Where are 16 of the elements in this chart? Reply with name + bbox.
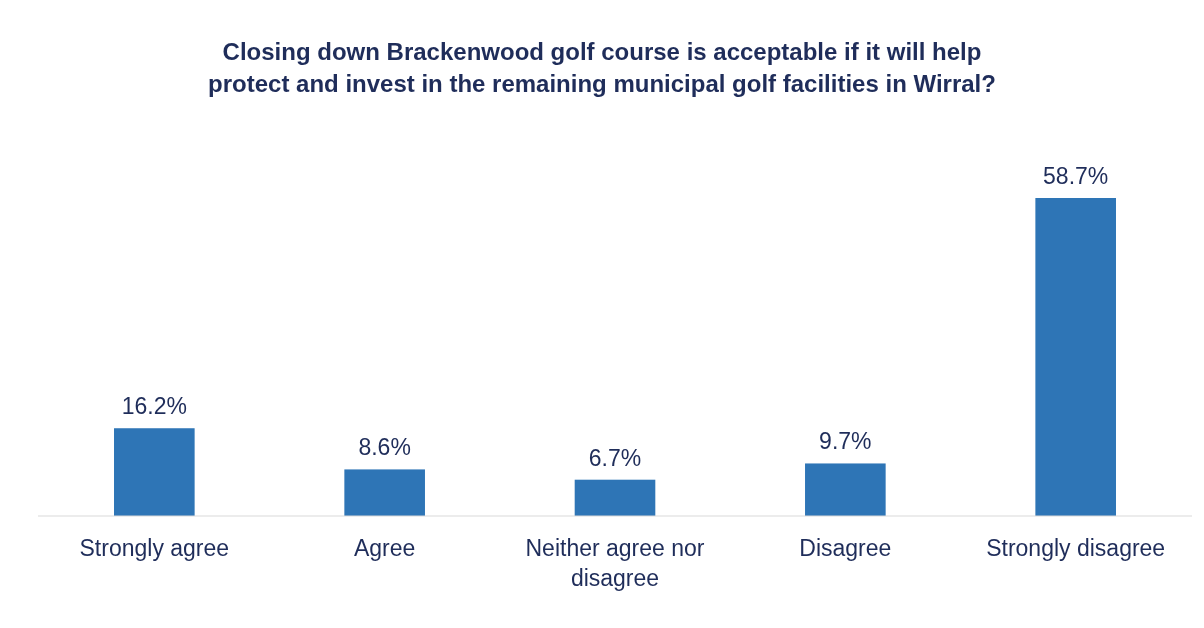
data-label: 9.7% — [819, 428, 872, 455]
data-label: 6.7% — [588, 444, 642, 471]
data-label: 58.7% — [1043, 163, 1109, 189]
bar — [574, 479, 656, 516]
x-tick-label: Disagree — [799, 535, 892, 561]
x-tick-label: Agree — [353, 535, 416, 561]
bar — [114, 428, 195, 516]
data-label: 16.2% — [121, 393, 187, 420]
chart-title: Closing down Brackenwood golf course is acceptable if it will help protect and invest in the remaining municipal golf facilities in Wirral? — [208, 38, 996, 97]
x-tick-label: Strongly agree — [79, 535, 230, 561]
bar — [344, 469, 425, 516]
x-tick-label: Neither agree nor disagree — [525, 535, 705, 591]
bar — [1035, 198, 1116, 516]
data-label: 8.6% — [358, 434, 411, 461]
bar — [805, 463, 886, 516]
x-tick-label: Strongly disagree — [986, 535, 1166, 561]
